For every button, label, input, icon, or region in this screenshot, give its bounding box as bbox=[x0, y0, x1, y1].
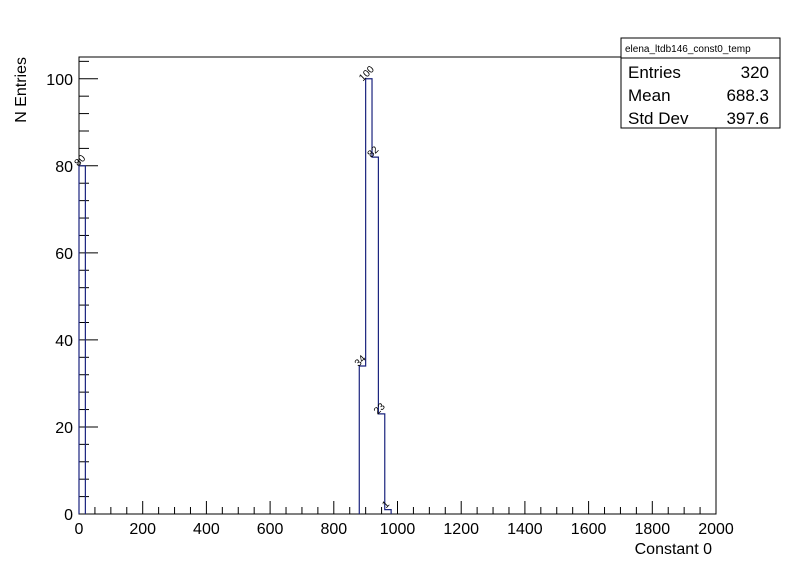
bin-value-labels: 80 34 100 82 23 1 bbox=[73, 64, 393, 511]
stats-mean-value: 688.3 bbox=[726, 86, 769, 105]
bin-value-label: 80 bbox=[73, 153, 89, 169]
y-tick-label: 20 bbox=[55, 420, 73, 437]
plot-frame bbox=[78, 56, 717, 515]
stats-box-frame bbox=[620, 37, 781, 129]
y-axis-label: N Entries bbox=[13, 57, 30, 123]
histogram-outline bbox=[78, 78, 392, 514]
bin-value-label: 100 bbox=[357, 64, 377, 84]
x-tick-label: 200 bbox=[129, 521, 156, 538]
bin-value-label: 23 bbox=[372, 401, 388, 417]
x-axis-label: Constant 0 bbox=[635, 541, 712, 558]
y-tick-label: 100 bbox=[46, 72, 73, 89]
x-axis-tick-labels: 0 200 400 600 800 1000 1200 1400 1600 1800 2000 bbox=[75, 521, 734, 538]
x-tick-label: 0 bbox=[75, 521, 84, 538]
bin-value-label: 34 bbox=[353, 353, 369, 369]
x-tick-label: 1200 bbox=[443, 521, 479, 538]
y-tick-label: 40 bbox=[55, 333, 73, 350]
x-tick-label: 400 bbox=[193, 521, 220, 538]
y-axis-tick-labels: 0 20 40 60 80 100 bbox=[46, 72, 73, 524]
stats-box-title: elena_ltdb146_const0_temp bbox=[625, 44, 751, 55]
bin-value-label: 82 bbox=[366, 144, 382, 160]
y-tick-label: 0 bbox=[64, 507, 73, 524]
stats-stddev-label: Std Dev bbox=[628, 109, 689, 128]
y-axis-ticks bbox=[79, 60, 98, 515]
stats-box: elena_ltdb146_const0_temp Entries 320 Me… bbox=[620, 37, 781, 129]
x-tick-label: 1400 bbox=[507, 521, 543, 538]
x-tick-label: 1600 bbox=[571, 521, 607, 538]
bin-value-label: 1 bbox=[380, 499, 392, 511]
y-tick-label: 60 bbox=[55, 246, 73, 263]
x-axis-ticks bbox=[78, 501, 717, 514]
x-tick-label: 600 bbox=[257, 521, 284, 538]
x-tick-label: 2000 bbox=[698, 521, 734, 538]
stats-mean-label: Mean bbox=[628, 86, 671, 105]
x-tick-label: 800 bbox=[320, 521, 347, 538]
stats-stddev-value: 397.6 bbox=[726, 109, 769, 128]
x-tick-label: 1000 bbox=[380, 521, 416, 538]
stats-entries-value: 320 bbox=[741, 63, 769, 82]
x-tick-label: 1800 bbox=[635, 521, 671, 538]
y-tick-label: 80 bbox=[55, 159, 73, 176]
stats-entries-label: Entries bbox=[628, 63, 681, 82]
